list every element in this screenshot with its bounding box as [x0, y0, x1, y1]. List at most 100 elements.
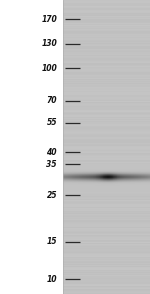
Bar — [63, 143, 150, 144]
Bar — [63, 226, 150, 227]
Bar — [63, 282, 150, 283]
Bar — [63, 23, 150, 24]
Bar — [63, 122, 150, 123]
Text: 130: 130 — [41, 39, 57, 49]
Bar — [63, 97, 150, 98]
Bar — [63, 166, 150, 167]
Bar — [63, 291, 150, 292]
Bar — [63, 217, 150, 218]
Bar — [63, 269, 150, 270]
Bar — [63, 12, 150, 13]
Bar — [63, 53, 150, 54]
Bar — [63, 218, 150, 219]
Bar — [63, 259, 150, 260]
Bar — [63, 190, 150, 191]
Bar — [63, 178, 150, 179]
Bar — [63, 256, 150, 257]
Bar — [63, 130, 150, 131]
Bar — [63, 191, 150, 192]
Bar — [63, 156, 150, 157]
Bar — [63, 118, 150, 119]
Bar — [63, 158, 150, 159]
Bar — [63, 264, 150, 265]
Bar — [63, 68, 150, 69]
Bar — [63, 207, 150, 208]
Bar — [63, 196, 150, 197]
Bar — [63, 54, 150, 55]
Bar — [63, 36, 150, 37]
Bar — [63, 257, 150, 258]
Bar — [63, 203, 150, 204]
Bar — [63, 121, 150, 122]
Bar — [63, 145, 150, 146]
Bar — [63, 216, 150, 217]
Bar — [63, 9, 150, 10]
Bar — [63, 112, 150, 113]
Bar — [63, 197, 150, 198]
Bar — [63, 132, 150, 133]
Bar — [63, 0, 150, 1]
Bar — [63, 120, 150, 121]
Bar — [63, 41, 150, 42]
Bar — [63, 48, 150, 49]
Bar — [63, 52, 150, 53]
Bar — [63, 45, 150, 46]
Bar — [63, 136, 150, 137]
Bar — [63, 128, 150, 129]
Bar — [63, 28, 150, 29]
Bar — [63, 8, 150, 9]
Bar — [63, 263, 150, 264]
Bar — [63, 117, 150, 118]
Bar — [63, 32, 150, 33]
Bar — [63, 249, 150, 250]
Bar — [63, 133, 150, 134]
Bar — [63, 135, 150, 136]
Bar — [63, 198, 150, 199]
Bar — [63, 205, 150, 206]
Text: 10: 10 — [46, 275, 57, 284]
Text: 25: 25 — [46, 191, 57, 200]
Bar — [63, 131, 150, 132]
Bar — [63, 105, 150, 106]
Bar — [63, 93, 150, 94]
Bar — [63, 195, 150, 196]
Bar — [63, 10, 150, 11]
Bar — [63, 168, 150, 169]
Bar — [63, 65, 150, 66]
Bar — [63, 39, 150, 40]
Bar — [63, 146, 150, 147]
Bar — [63, 1, 150, 2]
Bar — [63, 212, 150, 213]
Bar — [63, 220, 150, 221]
Bar — [63, 87, 150, 88]
Bar — [63, 231, 150, 232]
Bar — [63, 51, 150, 52]
Bar — [63, 106, 150, 107]
Bar — [63, 265, 150, 266]
Bar — [63, 73, 150, 74]
Bar — [63, 107, 150, 108]
Bar — [63, 113, 150, 114]
Bar — [63, 11, 150, 12]
Bar — [63, 167, 150, 168]
Bar — [63, 18, 150, 19]
Bar — [63, 187, 150, 188]
Bar — [63, 123, 150, 124]
Bar — [63, 78, 150, 79]
Bar — [63, 6, 150, 7]
Bar — [63, 95, 150, 96]
Bar — [63, 201, 150, 202]
Bar — [63, 64, 150, 65]
Bar — [63, 208, 150, 209]
Bar — [63, 213, 150, 214]
Bar — [63, 288, 150, 289]
Bar — [63, 70, 150, 71]
Bar — [63, 46, 150, 47]
Bar — [63, 177, 150, 178]
Bar — [63, 38, 150, 39]
Bar — [63, 55, 150, 56]
Bar — [63, 209, 150, 210]
Bar — [63, 266, 150, 267]
Bar — [63, 260, 150, 261]
Bar — [63, 275, 150, 276]
